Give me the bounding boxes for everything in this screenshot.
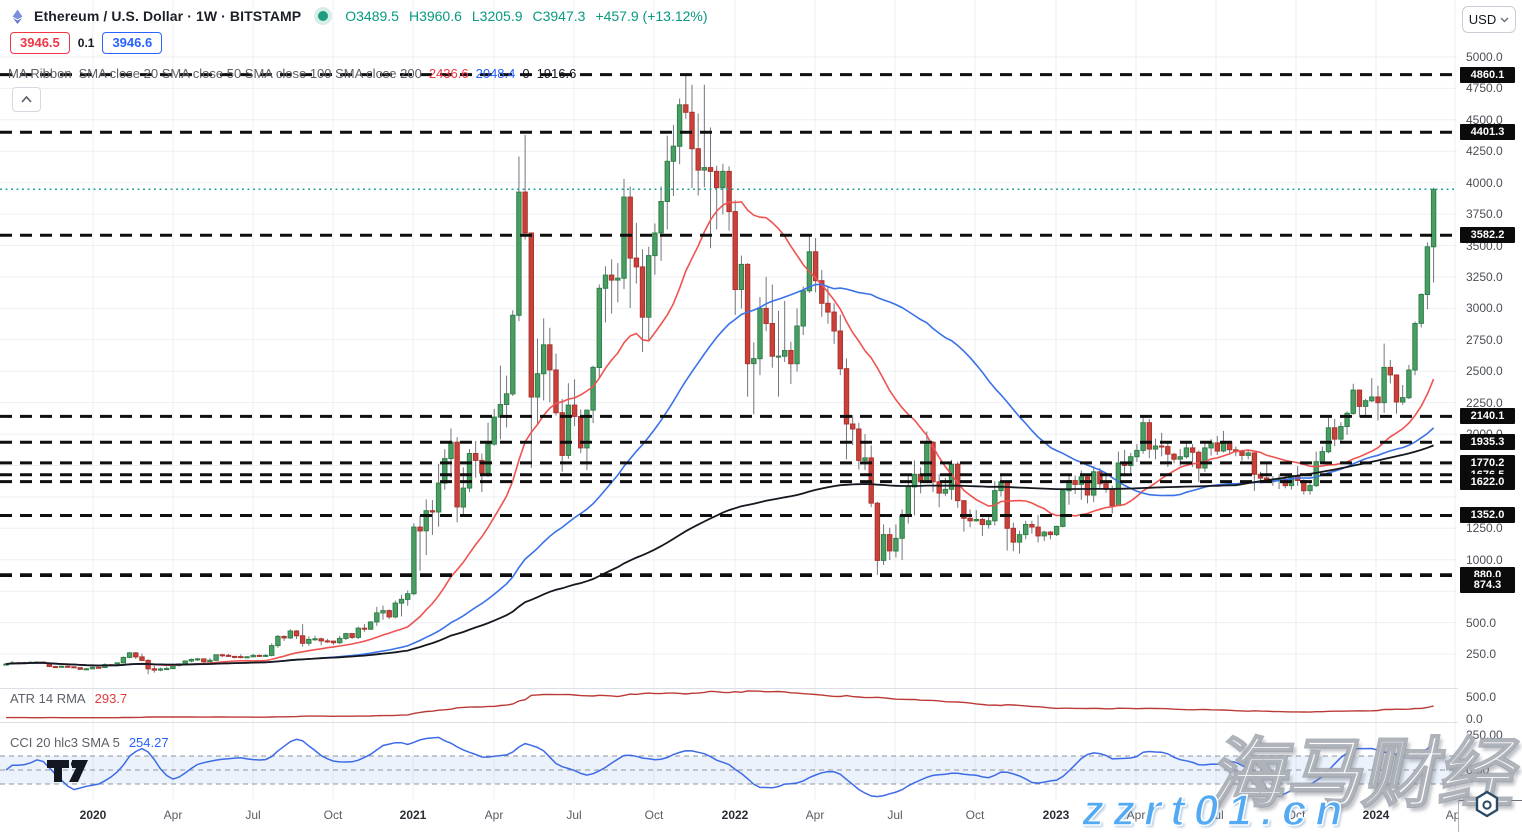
atr-name: ATR 14 RMA [10,691,86,706]
time-tick-label: 2024 [1362,808,1390,822]
time-tick-label: Oct [323,808,343,822]
price-level-label: 3582.2 [1460,227,1515,244]
ethereum-icon [12,9,23,24]
ma100-value: 0 [522,66,530,81]
price-tick-label: 250.00 [1466,728,1503,742]
ma-ribbon-name: MA Ribbon [8,66,72,81]
price-tick-label: 250.0 [1466,647,1497,661]
time-tick-label: Oct [965,808,985,822]
time-tick-label: Apr [1126,808,1146,822]
time-tick-label: 2020 [79,808,107,822]
symbol-header[interactable]: Ethereum / U.S. Dollar · 1W · BITSTAMP O… [10,8,708,24]
price-tick-label: 2750.0 [1466,332,1503,347]
ohlc-open: O3489.5 [345,8,399,24]
collapse-legend-button[interactable] [12,87,41,112]
cci-name: CCI 20 hlc3 SMA 5 [10,735,120,750]
atr-pane [6,690,1434,719]
time-tick-label: Apr [163,808,183,822]
currency-label: USD [1468,12,1497,27]
ma-ribbon-legend[interactable]: MA Ribbon SMA close 20 SMA close 50 SMA … [8,66,576,81]
price-tick-label: 1250.0 [1466,521,1503,536]
currency-dropdown[interactable]: USD [1462,6,1516,33]
atr-legend[interactable]: ATR 14 RMA 293.7 [10,691,127,706]
market-status-dot[interactable] [318,11,329,21]
price-tick-label: 2500.0 [1466,364,1503,379]
price-tick-label: 1000.0 [1466,552,1503,567]
time-tick-label: Apr [805,808,825,822]
ohlc-low: L3205.9 [471,8,523,24]
price-tick-label: 3000.0 [1466,301,1503,316]
grid-lines [0,0,1457,800]
price-level-label: 874.3 [1460,576,1515,593]
cci-pane [0,736,1457,798]
tradingview-logo[interactable] [45,756,111,787]
bid-ask-row: 3946.5 0.1 3946.6 [10,32,163,54]
buy-button[interactable]: 3946.6 [102,32,163,54]
spread-value: 0.1 [77,36,95,50]
level-lines [0,73,1457,577]
price-tick-label: 3250.0 [1466,269,1503,284]
ma-lines [5,200,1435,667]
ohlc-high: H3960.6 [408,8,462,24]
time-tick-label: Apr [1445,808,1458,822]
atr-value: 293.7 [94,691,128,706]
time-tick-label: Jul [1208,808,1224,822]
tradingview-logo-icon [47,760,88,782]
price-level-label: 1622.0 [1460,473,1515,490]
ma20-value: 2436.6 [428,66,469,81]
time-tick-label: Jul [566,808,582,822]
price-tick-label: 4750.0 [1466,81,1503,96]
ohlc-values: O3489.5 H3960.6 L3205.9 C3947.3 +457.9 (… [345,8,707,24]
cci-legend[interactable]: CCI 20 hlc3 SMA 5 254.27 [10,735,169,750]
price-tick-label: 4500.0 [1466,112,1503,127]
time-tick-label: Jul [887,808,903,822]
price-tick-label: 3750.0 [1466,207,1503,222]
time-tick-label: Apr [484,808,504,822]
ma50-value: 2048.4 [475,66,516,81]
sell-button[interactable]: 3946.5 [10,32,70,54]
price-tick-label: 0.00 [1466,763,1490,777]
time-tick-label: Oct [644,808,664,822]
symbol-title[interactable]: Ethereum / U.S. Dollar · 1W · BITSTAMP [34,8,302,24]
price-tick-label: 4000.0 [1466,175,1503,190]
cci-line [5,736,1435,798]
time-axis[interactable]: 2020 Apr Jul Oct 2021 Apr Jul Oct 2022 Apr Jul Oct 2… [0,800,1458,832]
candles-layer [3,73,1437,675]
time-tick-label: 2022 [721,808,749,822]
price-level-label: 1352.0 [1460,507,1515,524]
ohlc-change: +457.9 (+13.12%) [595,8,708,24]
price-tick-label: 500.0 [1466,615,1497,630]
sma20-line [5,200,1435,667]
price-tick-label: 0.0 [1466,711,1483,726]
price-axis[interactable]: 250.0500.01000.01250.01750.02000.02250.0… [1458,0,1522,800]
sma200-line [5,444,1434,667]
price-tick-label: 2250.0 [1466,395,1503,410]
price-level-label: 2140.1 [1460,408,1515,425]
price-level-label: 1935.3 [1460,434,1515,451]
price-tick-label: 5000.0 [1466,50,1503,64]
price-level-label: 4860.1 [1460,66,1515,83]
chevron-down-icon [1500,17,1509,22]
ohlc-close: C3947.3 [532,8,586,24]
price-tick-label: 4250.0 [1466,144,1503,159]
time-tick-label: 2021 [399,808,427,822]
chevron-up-icon [21,95,32,103]
price-tick-label: 500.0 [1466,690,1497,704]
cci-value: 254.27 [128,735,169,750]
price-level-label: 4401.3 [1460,124,1515,141]
ma200-value: 1916.6 [536,66,577,81]
time-tick-label: Jul [245,808,261,822]
time-tick-label: 2023 [1042,808,1070,822]
atr-line [6,690,1434,719]
ma-ribbon-params: SMA close 20 SMA close 50 SMA close 100 … [78,66,422,81]
time-tick-label: Oct [1286,808,1306,822]
